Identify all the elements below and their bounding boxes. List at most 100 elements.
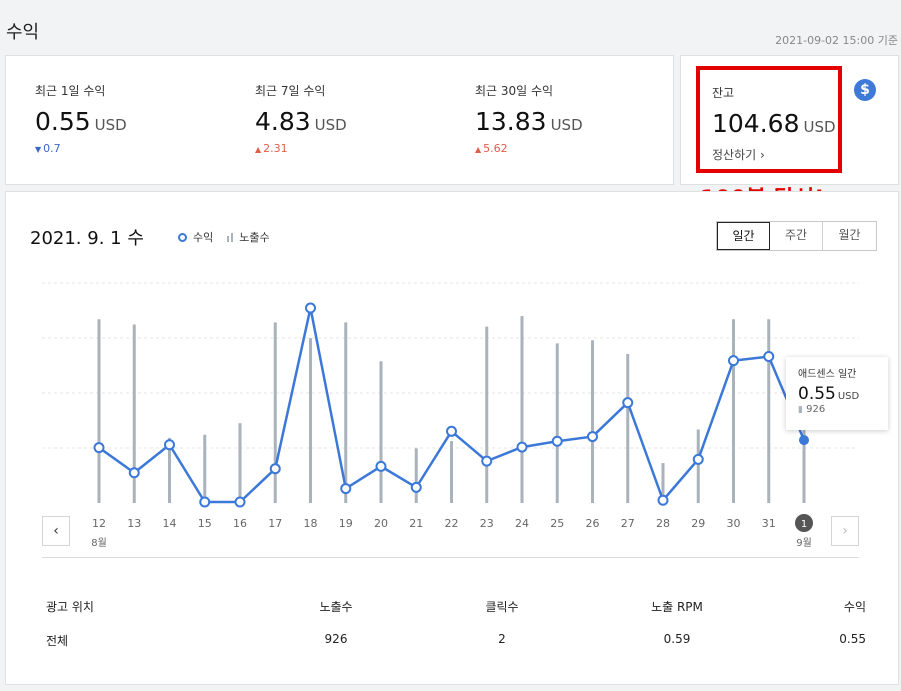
line-legend-icon: [178, 232, 187, 242]
x-tick-label: 15: [198, 517, 212, 530]
x-tick-label: 26: [586, 517, 600, 530]
stat-value: 4.83: [255, 107, 311, 136]
revenue-point: [340, 483, 352, 495]
arrow-up-icon: ▲: [475, 145, 482, 154]
chart-tooltip: 애드센스 일간 0.55 USD ▮ 926: [786, 357, 888, 430]
x-tick-label: 23: [480, 517, 494, 530]
chart-date: 2021. 9. 1 수: [30, 228, 144, 249]
impressions-bar: [132, 324, 136, 503]
table-header-cell: 노출수: [319, 600, 353, 614]
stat-7day: 최근 7일 수익 4.83 USD ▲ 2.31: [255, 82, 347, 155]
revenue-point-selected: [799, 435, 809, 446]
revenue-point: [269, 463, 281, 475]
stat-30day: 최근 30일 수익 13.83 USD ▲ 5.62: [475, 82, 583, 155]
impressions-bar: [555, 343, 559, 503]
revenue-point: [692, 453, 704, 465]
impressions-bar: [802, 405, 806, 503]
x-tick-label: 19: [339, 517, 353, 530]
impressions-bar: [309, 338, 312, 503]
revenue-point: [657, 494, 669, 506]
revenue-point: [305, 302, 316, 314]
stat-unit: USD: [94, 116, 127, 134]
stat-unit: USD: [314, 116, 347, 134]
tab-weekly[interactable]: 주간: [770, 222, 823, 250]
chevron-right-icon: ›: [760, 148, 765, 162]
tooltip-value: 0.55: [798, 384, 836, 404]
table-header: 광고 위치 노출수 클릭수 노출 RPM 수익: [34, 598, 868, 618]
x-tick-label: 28: [656, 517, 670, 530]
impressions-bar: [626, 353, 630, 503]
stat-delta: ▼ 0.7: [35, 142, 61, 155]
earnings-summary-card: 최근 1일 수익 0.55 USD ▼ 0.7 최근 7일 수익 4.83 USD ▲…: [5, 55, 674, 185]
stat-label: 최근 1일 수익: [35, 84, 106, 98]
impressions-bar: [520, 316, 524, 503]
updated-timestamp: 2021-09-02 15:00 기준: [775, 34, 898, 47]
impressions-bar: [485, 326, 489, 503]
stat-1day: 최근 1일 수익 0.55 USD ▼ 0.7: [35, 82, 127, 155]
legend-revenue: 수익: [193, 231, 214, 244]
stat-label: 최근 7일 수익: [255, 84, 326, 98]
revenue-point: [551, 435, 563, 447]
current-day-marker: [795, 514, 813, 532]
page-title: 수익: [6, 22, 40, 43]
impressions-bar: [203, 434, 207, 503]
revenue-point: [763, 351, 775, 363]
earnings-chart: 12 13 14 15 16 17 18 19 20 21 22 23 24 25 26 27 28 29 30 31…: [42, 282, 859, 549]
legend-impressions: 노출수: [239, 231, 270, 244]
balance-unit: USD: [803, 118, 836, 136]
table-cell: 전체: [46, 634, 69, 648]
table-cell: 0.55: [839, 632, 866, 646]
month-label: 8월: [91, 537, 107, 549]
x-tick-label: 30: [727, 517, 741, 530]
stat-delta: ▲ 5.62: [475, 142, 508, 155]
tooltip-title: 애드센스 일간: [798, 369, 857, 380]
settle-link[interactable]: 정산하기 ›: [712, 148, 765, 162]
x-tick-label: 18: [304, 517, 318, 530]
impressions-bar: [767, 319, 771, 503]
x-tick-label: 17: [268, 517, 282, 530]
table-header-cell: 노출 RPM: [651, 600, 703, 614]
x-tick-label: 24: [515, 517, 529, 530]
x-tick-label: 31: [762, 517, 776, 530]
table-cell: 2: [498, 632, 506, 646]
impressions-bar: [168, 437, 171, 503]
impressions-bar: [344, 322, 348, 503]
impressions-bar: [238, 423, 242, 503]
arrow-up-icon: ▲: [255, 145, 262, 154]
x-tick-label: 25: [550, 517, 564, 530]
x-tick-label: 27: [621, 517, 635, 530]
chart-card: 2021. 9. 1 수 수익 노출수 일간 주간 월간 12 13 14 15 16 1…: [5, 191, 899, 685]
revenue-point: [728, 355, 739, 367]
stat-label: 최근 30일 수익: [475, 84, 554, 98]
bar-chart-icon: ▮: [798, 405, 803, 415]
balance-value: 104.68: [712, 109, 800, 138]
dollar-icon[interactable]: $: [854, 79, 876, 101]
revenue-point: [622, 397, 634, 409]
prev-button[interactable]: ‹: [42, 516, 70, 546]
x-tick-label: 14: [163, 517, 177, 530]
table-cell: 0.59: [663, 632, 691, 646]
revenue-point: [516, 441, 528, 453]
impressions-bar: [379, 361, 383, 503]
tab-daily[interactable]: 일간: [717, 222, 770, 250]
revenue-point: [128, 467, 140, 479]
x-tick-label: 22: [445, 517, 459, 530]
x-tick-label: 20: [374, 517, 388, 530]
table-cell: 926: [324, 632, 348, 646]
impressions-bar: [273, 322, 277, 503]
balance-label: 잔고: [712, 86, 735, 100]
stat-delta: ▲ 2.31: [255, 142, 288, 155]
next-button[interactable]: ›: [831, 516, 859, 546]
divider: [42, 557, 859, 558]
table-header-cell: 광고 위치: [46, 600, 94, 614]
month-label: 9월: [796, 537, 812, 549]
tab-monthly[interactable]: 월간: [823, 222, 876, 250]
impressions-bar: [97, 319, 101, 503]
x-tick-label: 16: [233, 517, 247, 530]
revenue-point: [199, 496, 211, 508]
impressions-bar: [696, 429, 700, 503]
stat-unit: USD: [550, 116, 583, 134]
revenue-point: [375, 460, 387, 472]
revenue-point: [234, 496, 246, 508]
balance-highlight-box: 잔고 104.68 USD 정산하기 ›: [696, 66, 842, 173]
